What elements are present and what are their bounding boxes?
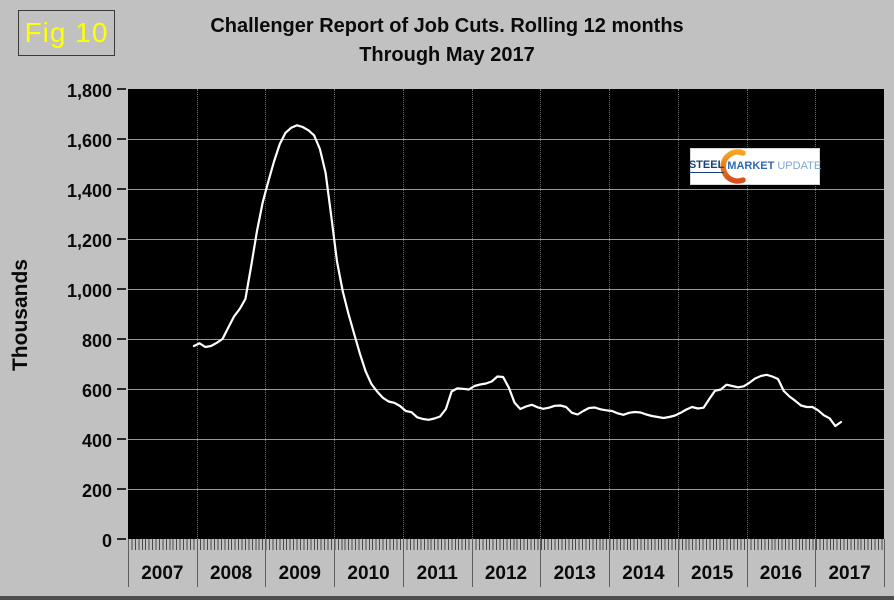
y-tick-mark [117, 338, 126, 340]
y-tick-label: 0 [101, 531, 112, 551]
x-year-label: 2011 [416, 563, 458, 584]
gridline-vertical [677, 89, 679, 539]
logo-word-market: MARKET [727, 160, 775, 172]
x-axis-minor-ticks [128, 539, 885, 550]
steel-market-update-logo: STEEL MARKET UPDATE [688, 148, 822, 185]
y-tick-mark [117, 238, 126, 240]
y-tick-label: 800 [81, 331, 112, 351]
year-separator [815, 539, 817, 587]
gridline-horizontal [128, 439, 884, 440]
x-year-label: 2007 [141, 563, 184, 584]
year-separator [609, 539, 611, 587]
year-separator [471, 539, 473, 587]
gridline-horizontal [128, 289, 884, 290]
gridline-horizontal [128, 339, 884, 340]
gridline-vertical [471, 89, 473, 539]
x-year-label: 2015 [691, 563, 734, 584]
logo-crescent-icon [720, 149, 746, 184]
y-tick-mark [117, 538, 126, 540]
gridline-horizontal [128, 239, 884, 240]
year-separator [334, 539, 336, 587]
x-year-label: 2013 [553, 563, 596, 584]
y-tick-label: 1,600 [66, 131, 112, 151]
y-tick-mark [117, 438, 126, 440]
gridline-vertical [265, 89, 267, 539]
chart-title-line1: Challenger Report of Job Cuts. Rolling 1… [210, 15, 684, 37]
chart-title-line2: Through May 2017 [359, 44, 535, 66]
gridline-horizontal [128, 389, 884, 390]
year-separator [884, 539, 885, 587]
gridline-horizontal [128, 489, 884, 490]
x-year-label: 2010 [347, 563, 390, 584]
y-tick-label: 200 [81, 481, 112, 501]
x-year-label: 2009 [278, 563, 321, 584]
gridline-vertical [609, 89, 611, 539]
year-separator [540, 539, 542, 587]
year-separator [128, 539, 129, 587]
gridline-vertical [402, 89, 404, 539]
gridline-vertical [540, 89, 542, 539]
gridline-vertical [334, 89, 336, 539]
year-separator [677, 539, 679, 587]
year-separator [196, 539, 198, 587]
x-year-label: 2017 [828, 563, 871, 584]
y-tick-mark [117, 388, 126, 390]
window-bottom-edge [0, 596, 894, 600]
y-tick-label: 1,000 [66, 281, 112, 301]
logo-word-update: UPDATE [777, 160, 822, 172]
gridline-vertical [196, 89, 198, 539]
y-tick-mark [117, 488, 126, 490]
gridline-horizontal [128, 139, 884, 140]
year-separator [402, 539, 404, 587]
gridline-horizontal [128, 189, 884, 190]
y-tick-mark [117, 188, 126, 190]
y-tick-mark [117, 138, 126, 140]
y-tick-mark [117, 288, 126, 290]
year-separator [746, 539, 748, 587]
y-tick-label: 1,800 [66, 81, 112, 101]
y-tick-label: 400 [81, 431, 112, 451]
year-separator [265, 539, 267, 587]
chart-title: Challenger Report of Job Cuts. Rolling 1… [0, 12, 894, 70]
figure-number-label: Fig 10 [24, 17, 109, 48]
y-tick-label: 1,400 [66, 181, 112, 201]
x-year-label: 2014 [622, 563, 665, 584]
y-axis-title: Thousands [9, 259, 32, 372]
y-tick-mark [117, 88, 126, 90]
x-year-label: 2016 [759, 563, 803, 584]
x-year-label: 2008 [209, 563, 253, 584]
x-year-label: 2012 [484, 563, 528, 584]
y-tick-label: 600 [81, 381, 112, 401]
figure-number-box: Fig 10 [18, 10, 115, 56]
logo-word-steel: STEEL [688, 159, 725, 173]
y-tick-label: 1,200 [66, 231, 112, 251]
